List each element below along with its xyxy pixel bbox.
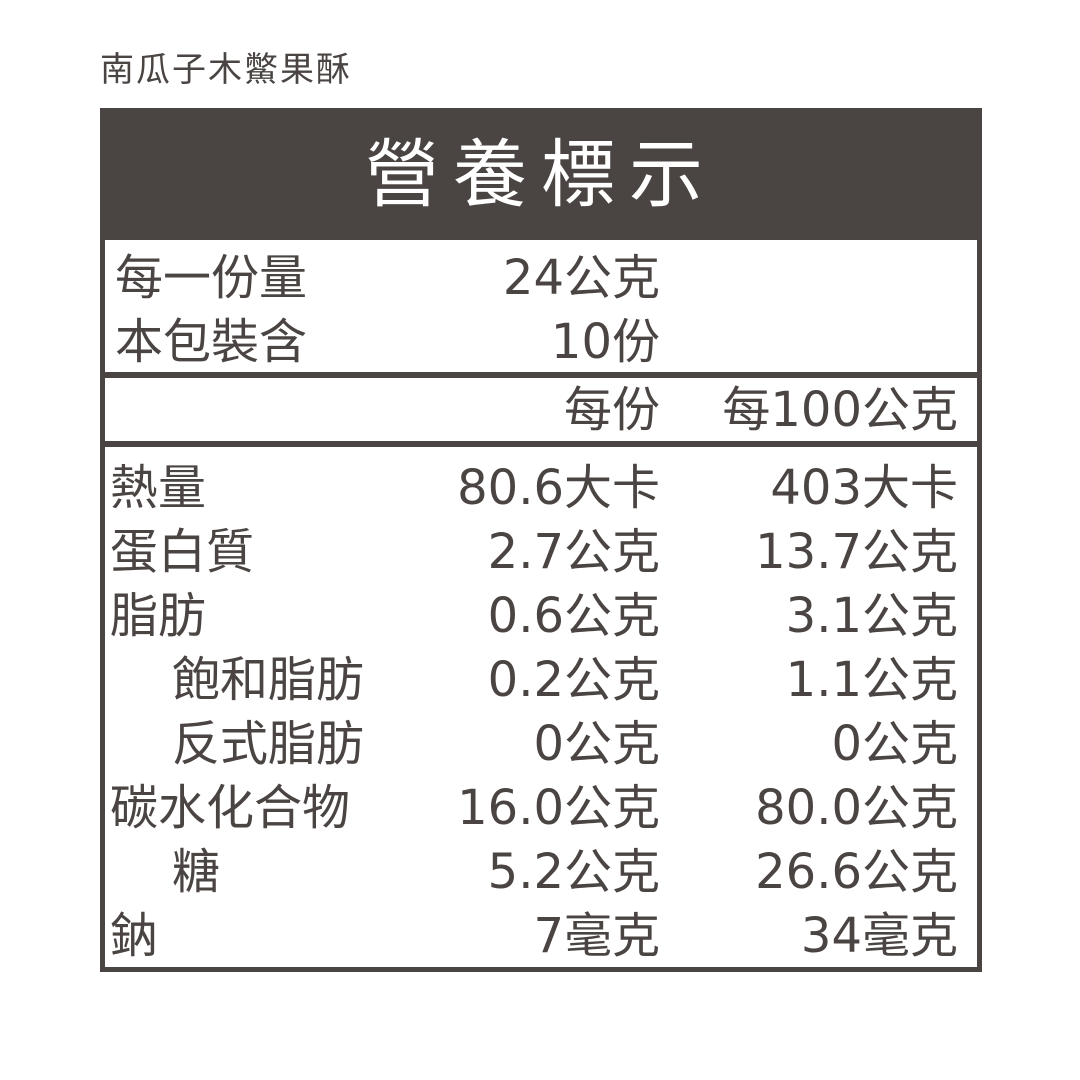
per-serving-value: 7毫克 (533, 908, 660, 964)
label-title: 營養標示 (365, 132, 717, 218)
nutrient-label: 熱量 (110, 460, 207, 516)
per-serving-value: 2.7公克 (487, 524, 660, 580)
sub-nutrient-label: 飽和脂肪 (172, 652, 365, 708)
sub-nutrient-label: 反式脂肪 (172, 716, 365, 772)
serving-label: 每一份量 (115, 250, 308, 306)
per-100g-value: 0公克 (831, 716, 958, 772)
per-100g-value: 403大卡 (770, 460, 958, 516)
serving-value: 10份 (550, 314, 660, 370)
per-serving-value: 80.6大卡 (457, 460, 660, 516)
nutrient-label: 鈉 (110, 908, 159, 964)
per-serving-value: 0.2公克 (487, 652, 660, 708)
sub-nutrient-label: 糖 (172, 844, 221, 900)
column-header: 每100公克 (722, 382, 958, 438)
divider (100, 372, 982, 378)
per-100g-value: 34毫克 (800, 908, 958, 964)
per-100g-value: 13.7公克 (755, 524, 958, 580)
product-name: 南瓜子木鱉果酥 (100, 50, 352, 90)
per-serving-value: 5.2公克 (487, 844, 660, 900)
serving-value: 24公克 (502, 250, 660, 306)
column-header: 每份 (563, 382, 660, 438)
title-bar (100, 108, 982, 240)
per-100g-value: 26.6公克 (755, 844, 958, 900)
per-100g-value: 3.1公克 (785, 588, 958, 644)
per-serving-value: 0公克 (533, 716, 660, 772)
divider (100, 441, 982, 447)
serving-label: 本包裝含 (115, 314, 308, 370)
per-serving-value: 0.6公克 (487, 588, 660, 644)
nutrient-label: 蛋白質 (110, 524, 255, 580)
per-serving-value: 16.0公克 (457, 780, 660, 836)
nutrient-label: 碳水化合物 (110, 780, 351, 836)
per-100g-value: 80.0公克 (755, 780, 958, 836)
per-100g-value: 1.1公克 (785, 652, 958, 708)
nutrient-label: 脂肪 (110, 588, 207, 644)
